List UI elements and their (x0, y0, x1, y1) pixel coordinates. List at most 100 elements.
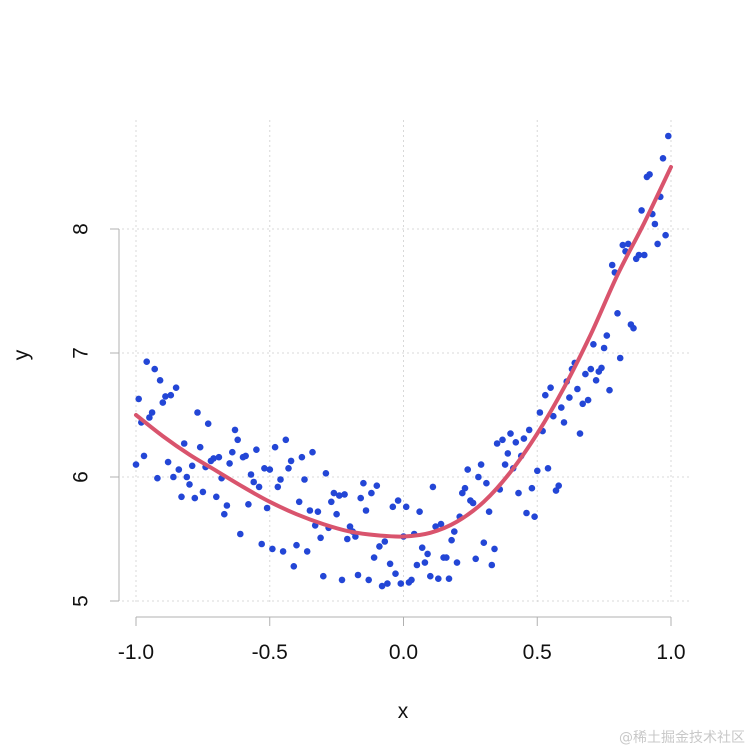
data-point-159 (558, 404, 565, 411)
data-point-18 (180, 440, 188, 447)
data-point-4 (143, 358, 150, 366)
data-point-171 (590, 341, 597, 348)
data-point-156 (550, 412, 557, 420)
data-point-65 (306, 507, 314, 514)
data-point-66 (309, 448, 316, 456)
data-point-44 (250, 478, 257, 486)
data-point-11 (162, 393, 169, 400)
data-point-84 (357, 494, 365, 502)
data-point-178 (608, 261, 616, 269)
data-point-15 (172, 384, 180, 392)
data-point-174 (598, 364, 605, 372)
data-point-114 (437, 520, 445, 528)
data-point-59 (290, 563, 298, 570)
data-point-117 (445, 575, 453, 582)
data-point-119 (451, 528, 458, 535)
data-point-98 (394, 497, 402, 504)
data-point-132 (485, 508, 493, 515)
data-point-176 (603, 332, 611, 339)
data-point-148 (528, 484, 536, 492)
data-point-64 (303, 548, 311, 555)
data-point-86 (362, 507, 370, 514)
data-point-78 (341, 491, 348, 498)
data-point-189 (638, 207, 645, 214)
data-point-198 (662, 231, 669, 239)
data-point-194 (651, 220, 659, 228)
data-point-6 (148, 409, 156, 416)
data-point-168 (582, 370, 589, 378)
data-point-0 (132, 461, 140, 468)
data-point-147 (525, 426, 533, 434)
x-tick-label-0: -1.0 (118, 641, 154, 664)
data-point-158 (555, 482, 562, 490)
data-points (132, 132, 672, 590)
data-point-188 (635, 251, 643, 259)
x-tick-label-2: 0.0 (389, 641, 418, 664)
data-point-197 (659, 155, 667, 162)
data-point-45 (253, 446, 260, 454)
data-point-54 (277, 476, 284, 483)
data-point-180 (614, 310, 621, 317)
watermark: @稀土掘金技术社区 (619, 730, 745, 746)
data-point-112 (432, 523, 439, 530)
data-point-16 (175, 466, 183, 473)
data-point-21 (188, 462, 196, 470)
data-point-140 (507, 430, 514, 437)
data-point-80 (346, 523, 354, 530)
data-point-73 (328, 498, 335, 506)
data-point-145 (520, 435, 528, 442)
data-point-137 (499, 436, 506, 444)
data-point-41 (242, 452, 249, 460)
data-point-35 (226, 460, 233, 467)
data-point-134 (491, 545, 498, 553)
data-point-199 (665, 132, 672, 140)
data-point-68 (314, 508, 322, 515)
data-point-146 (523, 509, 530, 517)
data-point-97 (392, 570, 399, 577)
data-point-49 (263, 504, 271, 512)
data-point-61 (295, 498, 303, 506)
data-point-46 (255, 483, 263, 491)
data-point-106 (416, 508, 423, 515)
data-point-87 (365, 576, 373, 584)
data-point-3 (140, 452, 148, 460)
data-point-138 (501, 461, 509, 468)
data-point-155 (547, 384, 554, 392)
data-point-124 (464, 466, 472, 473)
data-point-167 (579, 400, 586, 408)
data-point-165 (574, 385, 581, 393)
data-point-182 (619, 241, 627, 249)
data-point-99 (397, 580, 405, 587)
data-point-162 (566, 394, 573, 401)
y-tick-labels: 5 6 7 8 (70, 223, 93, 607)
data-point-139 (504, 450, 512, 457)
data-point-85 (360, 479, 367, 487)
data-point-79 (344, 535, 351, 543)
data-point-14 (170, 473, 177, 481)
data-point-94 (384, 580, 391, 587)
x-tick-labels: -1.0 -0.5 0.0 0.5 1.0 (118, 641, 686, 664)
data-point-51 (269, 545, 276, 553)
data-point-53 (274, 483, 282, 491)
fit-curve-line (134, 165, 673, 539)
axes (110, 228, 672, 626)
x-axis-title: x (398, 700, 409, 723)
data-point-74 (330, 489, 338, 497)
data-point-43 (247, 471, 255, 478)
data-point-184 (624, 240, 632, 248)
data-point-31 (215, 453, 223, 461)
data-point-181 (616, 354, 624, 362)
data-point-36 (229, 448, 236, 456)
data-point-56 (282, 436, 290, 444)
data-point-19 (183, 473, 191, 481)
data-point-91 (376, 543, 383, 550)
data-point-126 (469, 499, 477, 507)
data-point-63 (301, 476, 308, 483)
data-point-154 (544, 465, 552, 472)
y-tick-label-3: 8 (70, 223, 93, 235)
x-tick-label-4: 1.0 (656, 641, 685, 664)
data-point-27 (204, 420, 212, 428)
data-point-172 (592, 377, 600, 384)
data-point-129 (477, 461, 485, 468)
